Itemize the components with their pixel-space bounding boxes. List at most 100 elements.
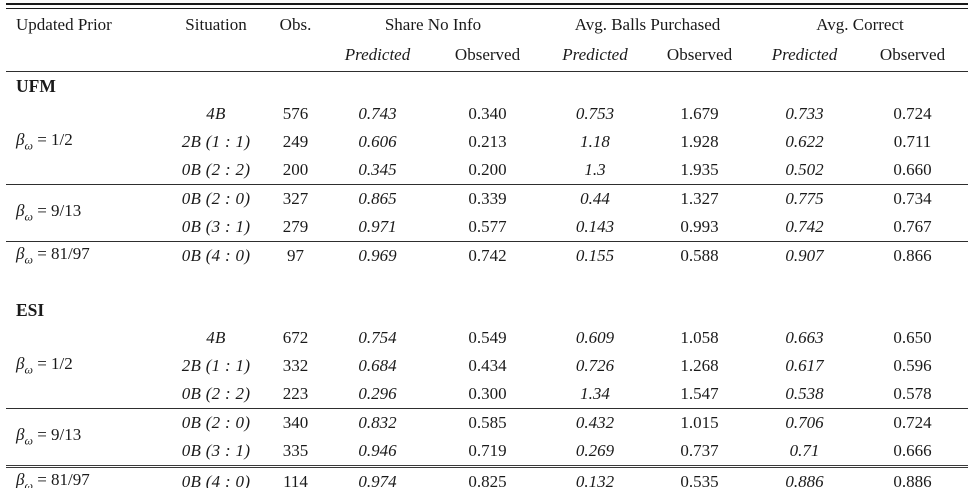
cell-correct-predicted: 0.71	[789, 441, 820, 460]
cell-correct-observed: 0.724	[857, 408, 968, 437]
cell-obs: 327	[268, 184, 323, 213]
cell-correct-predicted: 0.886	[752, 465, 857, 488]
cell-balls-predicted: 0.155	[543, 241, 647, 270]
table-row: 0B (2 : 2) 200 0.345 0.200 1.3 1.935 0.5…	[6, 156, 968, 185]
cell-share-predicted: 0.606	[358, 132, 397, 151]
cell-correct-observed: 0.866	[857, 241, 968, 270]
section-label-esi: ESI	[16, 299, 45, 320]
cell-balls-predicted: 0.609	[575, 328, 615, 347]
updated-prior-cell: βω = 81/97	[6, 465, 164, 488]
table-row: 2B (1 : 1) 332 0.684 0.434 0.726 1.268 0…	[6, 352, 968, 380]
cell-share-observed: 0.434	[468, 356, 507, 375]
cell-share-observed: 0.339	[432, 184, 543, 213]
cell-situation: 0B (3 : 1)	[181, 441, 251, 460]
cell-correct-observed: 0.650	[893, 328, 932, 347]
cell-correct-predicted: 0.907	[752, 241, 857, 270]
cell-share-observed: 0.577	[468, 217, 507, 236]
results-table: Updated Prior Situation Obs. Share No In…	[6, 9, 968, 488]
subheader-observed: Observed	[879, 45, 946, 64]
cell-share-observed: 0.585	[432, 408, 543, 437]
cell-balls-predicted: 0.143	[575, 217, 615, 236]
table-row: βω = 1/2 4B 576 0.743 0.340 0.753 1.679 …	[6, 100, 968, 153]
cell-balls-predicted: 0.432	[543, 408, 647, 437]
cell-share-predicted: 0.969	[323, 241, 432, 270]
subheader-observed: Observed	[666, 45, 733, 64]
table-row: 0B (2 : 2) 223 0.296 0.300 1.34 1.547 0.…	[6, 380, 968, 409]
cell-situation: 0B (3 : 1)	[181, 217, 251, 236]
cell-situation: 4B	[206, 104, 226, 123]
col-header-situation: Situation	[185, 15, 247, 34]
col-header-updated-prior: Updated Prior	[16, 15, 112, 34]
cell-obs: 332	[282, 356, 309, 375]
table-row: βω = 81/97 0B (4 : 0) 114 0.974 0.825 0.…	[6, 465, 968, 488]
cell-share-predicted: 0.743	[358, 104, 397, 123]
cell-correct-predicted: 0.742	[785, 217, 824, 236]
section-header-row: UFM	[6, 71, 968, 100]
cell-correct-predicted: 0.622	[785, 132, 824, 151]
updated-prior-cell: βω = 1/2	[16, 354, 73, 377]
cell-obs: 279	[282, 217, 309, 236]
cell-situation: 0B (2 : 0)	[164, 184, 268, 213]
cell-share-predicted: 0.754	[358, 328, 397, 347]
subheader-observed: Observed	[454, 45, 521, 64]
cell-share-observed: 0.549	[468, 328, 507, 347]
cell-correct-predicted: 0.538	[785, 384, 824, 403]
cell-share-observed: 0.300	[468, 384, 507, 403]
subheader-predicted: Predicted	[771, 45, 838, 64]
cell-balls-predicted: 1.3	[584, 160, 606, 179]
cell-share-predicted: 0.971	[358, 217, 397, 236]
cell-share-observed: 0.742	[432, 241, 543, 270]
cell-situation: 4B	[206, 328, 226, 347]
cell-balls-observed: 1.547	[680, 384, 719, 403]
cell-correct-observed: 0.724	[893, 104, 932, 123]
updated-prior-cell: βω = 1/2	[16, 130, 73, 153]
cell-obs: 340	[268, 408, 323, 437]
top-rule-thick	[6, 3, 968, 5]
cell-situation: 0B (4 : 0)	[164, 241, 268, 270]
cell-share-predicted: 0.296	[358, 384, 397, 403]
cell-correct-observed: 0.660	[893, 160, 932, 179]
cell-correct-predicted: 0.733	[785, 104, 824, 123]
cell-obs: 114	[268, 465, 323, 488]
cell-situation: 0B (2 : 2)	[181, 160, 251, 179]
cell-correct-observed: 0.596	[893, 356, 932, 375]
cell-situation: 2B (1 : 1)	[181, 132, 251, 151]
cell-share-predicted: 0.946	[358, 441, 397, 460]
cell-correct-observed: 0.711	[893, 132, 932, 151]
cell-share-predicted: 0.974	[323, 465, 432, 488]
cell-balls-observed: 1.327	[647, 184, 752, 213]
cell-share-observed: 0.213	[468, 132, 507, 151]
cell-correct-observed: 0.578	[893, 384, 932, 403]
cell-correct-predicted: 0.617	[785, 356, 824, 375]
cell-correct-observed: 0.734	[857, 184, 968, 213]
section-spacer	[6, 270, 968, 296]
table-row: βω = 81/97 0B (4 : 0) 97 0.969 0.742 0.1…	[6, 241, 968, 270]
table-row: βω = 9/13 0B (2 : 0) 340 0.832 0.585 0.4…	[6, 408, 968, 467]
table-row: 0B (3 : 1) 335 0.946 0.719 0.269 0.737 0…	[6, 437, 968, 467]
cell-correct-predicted: 0.775	[752, 184, 857, 213]
updated-prior-cell: βω = 9/13	[6, 184, 164, 242]
cell-correct-observed: 0.886	[857, 465, 968, 488]
section-header-row: ESI	[6, 296, 968, 324]
cell-share-predicted: 0.865	[323, 184, 432, 213]
cell-balls-observed: 1.928	[680, 132, 719, 151]
cell-obs: 249	[282, 132, 309, 151]
cell-correct-predicted: 0.663	[785, 328, 824, 347]
table-row: 0B (3 : 1) 279 0.971 0.577 0.143 0.993 0…	[6, 213, 968, 242]
updated-prior-cell: βω = 9/13	[6, 408, 164, 467]
cell-balls-predicted: 1.34	[580, 384, 610, 403]
section-label-ufm: UFM	[6, 71, 968, 100]
cell-obs: 576	[282, 104, 309, 123]
cell-obs: 200	[282, 160, 309, 179]
subheader-predicted: Predicted	[344, 45, 411, 64]
updated-prior-cell: βω = 81/97	[6, 241, 164, 270]
cell-situation: 0B (2 : 2)	[181, 384, 251, 403]
cell-correct-observed: 0.666	[893, 441, 932, 460]
cell-share-observed: 0.200	[468, 160, 507, 179]
table-row: βω = 1/2 4B 672 0.754 0.549 0.609 1.058 …	[6, 324, 968, 377]
cell-situation: 0B (2 : 0)	[164, 408, 268, 437]
cell-balls-predicted: 1.18	[580, 132, 610, 151]
cell-balls-observed: 0.535	[647, 465, 752, 488]
cell-obs: 672	[282, 328, 309, 347]
